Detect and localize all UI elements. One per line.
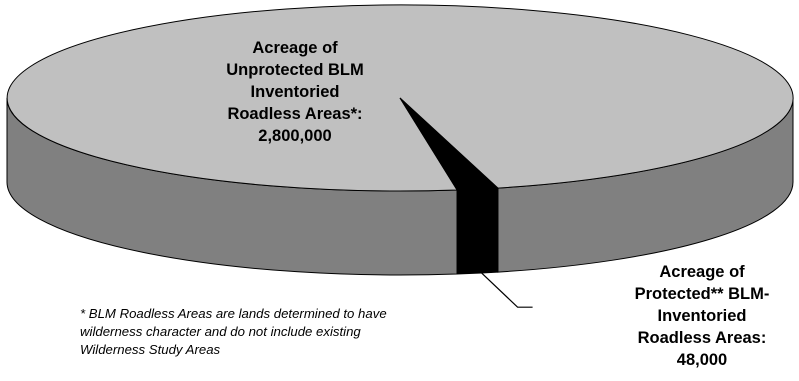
protected-label-line: Inventoried — [657, 307, 747, 325]
protected-slice-side — [456, 187, 499, 275]
unprotected-label-line: Acreage of — [252, 39, 338, 57]
footnote-line: * BLM Roadless Areas are lands determine… — [80, 306, 387, 321]
protected-slice-label: Acreage of Protected** BLM- Inventoried … — [612, 261, 792, 371]
protected-label-line: Protected** BLM- — [634, 285, 770, 303]
protected-leader-line-bend — [477, 268, 533, 308]
unprotected-label-line: Inventoried — [250, 83, 340, 101]
protected-slice — [399, 97, 500, 191]
protected-label-value: 48,000 — [676, 351, 728, 369]
protected-label-line: Acreage of — [659, 263, 745, 281]
protected-label-line: Roadless Areas: — [637, 329, 767, 347]
unprotected-label-value: 2,800,000 — [258, 127, 332, 145]
unprotected-label-line: Unprotected BLM — [226, 61, 364, 79]
footnote-line: Wilderness Study Areas — [80, 342, 221, 357]
unprotected-label-line: Roadless Areas*: — [227, 105, 363, 123]
footnote-line: wilderness character and do not include … — [80, 324, 361, 339]
footnote: * BLM Roadless Areas are lands determine… — [80, 305, 400, 359]
unprotected-slice-label: Acreage of Unprotected BLM Inventoried R… — [150, 37, 440, 147]
